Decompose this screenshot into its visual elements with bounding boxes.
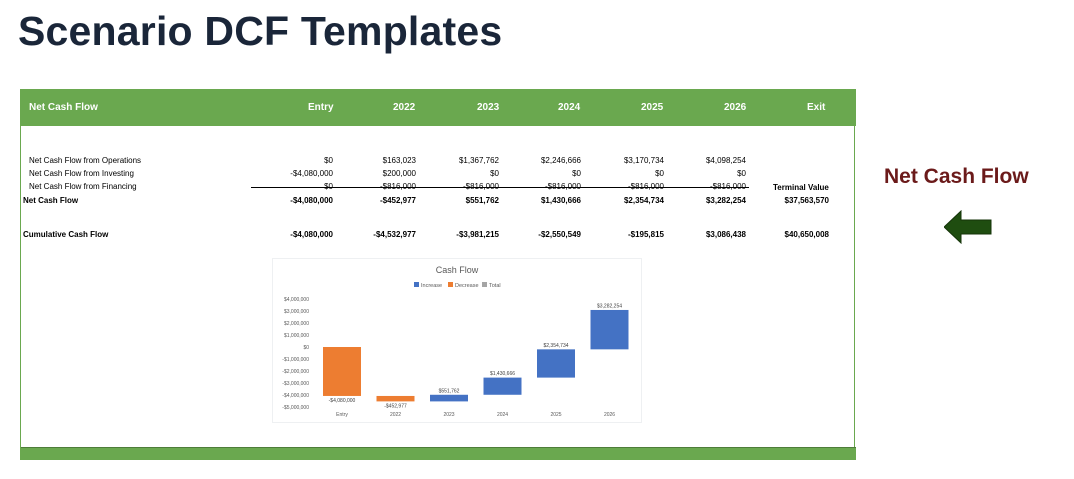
table-cell: -$452,977 xyxy=(379,196,416,205)
legend-decrease: Decrease xyxy=(455,283,479,289)
y-tick-label: -$4,000,000 xyxy=(282,393,309,399)
x-tick-label: 2023 xyxy=(443,412,454,418)
header-2025: 2025 xyxy=(641,102,664,113)
y-tick-label: $4,000,000 xyxy=(284,297,309,303)
data-label: -$452,977 xyxy=(384,403,407,409)
table-cell: -$4,080,000 xyxy=(290,196,333,205)
data-label: $551,762 xyxy=(439,388,460,394)
table-cell: -$816,000 xyxy=(709,182,746,191)
net-cash-flow-label: Net Cash Flow xyxy=(884,165,1029,188)
waterfall-bar xyxy=(323,347,361,396)
y-tick-label: -$1,000,000 xyxy=(282,357,309,363)
table-cell: $40,650,008 xyxy=(784,230,830,239)
legend-total: Total xyxy=(489,283,501,289)
table-cell: -$816,000 xyxy=(627,182,664,191)
table-cell: $2,246,666 xyxy=(540,156,581,165)
table-cell: $200,000 xyxy=(382,169,416,178)
waterfall-bar xyxy=(430,394,468,402)
table-header-row: Net Cash Flow Entry 2022 2023 2024 2025 … xyxy=(21,89,856,126)
y-tick-label: $2,000,000 xyxy=(284,321,309,327)
table-cell: $1,430,666 xyxy=(540,196,581,205)
y-tick-label: $0 xyxy=(303,345,309,351)
header-label: Net Cash Flow xyxy=(29,102,98,113)
table-cell: $1,367,762 xyxy=(458,156,499,165)
header-entry: Entry xyxy=(308,102,334,113)
table-cell: -$3,981,215 xyxy=(456,230,499,239)
table-cell: $0 xyxy=(490,169,499,178)
left-arrow-icon xyxy=(944,210,992,244)
terminal-value-label: Terminal Value xyxy=(773,183,829,192)
y-tick-label: -$5,000,000 xyxy=(282,405,309,411)
y-tick-label: -$3,000,000 xyxy=(282,381,309,387)
waterfall-bar xyxy=(537,349,575,378)
table-cell: $4,098,254 xyxy=(705,156,746,165)
table-cell: -$195,815 xyxy=(627,230,664,239)
table-cell: $0 xyxy=(655,169,664,178)
y-tick-label: $3,000,000 xyxy=(284,309,309,315)
waterfall-chart-svg: Cash Flow Increase Decrease Total $4,000… xyxy=(282,265,629,418)
table-cell: $163,023 xyxy=(382,156,416,165)
data-label: -$4,080,000 xyxy=(329,398,356,404)
legend-swatch-decrease xyxy=(448,282,453,287)
table-cell: $0 xyxy=(572,169,581,178)
waterfall-bar xyxy=(483,377,522,395)
table-cell: -$2,550,549 xyxy=(538,230,581,239)
table-cell: $0 xyxy=(324,182,333,191)
header-2026: 2026 xyxy=(724,102,747,113)
sum-underline xyxy=(251,187,749,188)
row-label-investing: Net Cash Flow from Investing xyxy=(29,169,134,178)
waterfall-bar xyxy=(376,395,415,402)
table-cell: -$4,532,977 xyxy=(373,230,416,239)
chart-legend: Increase Decrease Total xyxy=(414,282,501,289)
legend-swatch-total xyxy=(482,282,487,287)
row-label-financing: Net Cash Flow from Financing xyxy=(29,182,137,191)
x-tick-label: 2024 xyxy=(497,412,508,418)
table-cell: -$4,080,000 xyxy=(290,230,333,239)
table-cell: -$4,080,000 xyxy=(290,169,333,178)
x-tick-label: 2025 xyxy=(550,412,561,418)
y-tick-label: $1,000,000 xyxy=(284,333,309,339)
table-cell: $0 xyxy=(737,169,746,178)
data-label: $1,430,666 xyxy=(490,371,515,377)
footer-band xyxy=(21,447,856,460)
x-tick-label: 2026 xyxy=(604,412,615,418)
table-cell: $3,282,254 xyxy=(705,196,746,205)
header-2022: 2022 xyxy=(393,102,416,113)
row-label-net-cash-flow: Net Cash Flow xyxy=(23,196,79,205)
table-cell: -$816,000 xyxy=(462,182,499,191)
table-cell: $0 xyxy=(324,156,333,165)
table-cell: -$816,000 xyxy=(379,182,416,191)
table-cell: $551,762 xyxy=(465,196,499,205)
x-tick-label: 2022 xyxy=(390,412,401,418)
row-label-operations: Net Cash Flow from Operations xyxy=(29,156,142,165)
data-label: $3,282,254 xyxy=(597,303,622,309)
data-label: $2,354,734 xyxy=(543,343,568,349)
x-tick-label: Entry xyxy=(336,412,348,418)
waterfall-bar xyxy=(590,309,629,350)
table-cell: $3,086,438 xyxy=(705,230,746,239)
table-cell: -$816,000 xyxy=(544,182,581,191)
chart-title: Cash Flow xyxy=(436,265,479,275)
header-2024: 2024 xyxy=(558,102,581,113)
header-exit: Exit xyxy=(807,102,826,113)
page-title: Scenario DCF Templates xyxy=(18,8,503,54)
table-cell: $3,170,734 xyxy=(623,156,664,165)
cash-flow-chart: Cash Flow Increase Decrease Total $4,000… xyxy=(272,258,642,423)
row-label-cumulative: Cumulative Cash Flow xyxy=(23,230,109,239)
legend-swatch-increase xyxy=(414,282,419,287)
legend-increase: Increase xyxy=(421,283,442,289)
table-cell: $2,354,734 xyxy=(623,196,664,205)
header-2023: 2023 xyxy=(477,102,500,113)
y-tick-label: -$2,000,000 xyxy=(282,369,309,375)
table-cell: $37,563,570 xyxy=(784,196,830,205)
